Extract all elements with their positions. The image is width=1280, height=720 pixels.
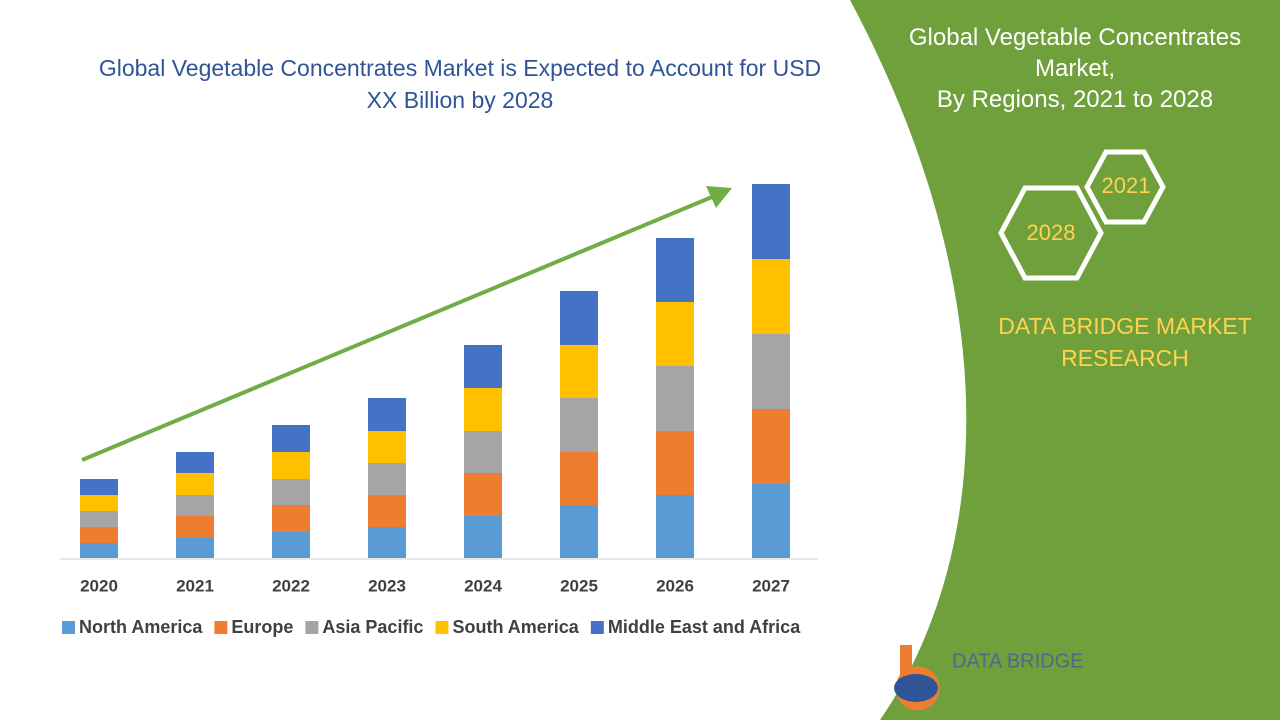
bar-segment — [176, 516, 214, 538]
bar-segment — [272, 452, 310, 479]
bar-segment — [656, 431, 694, 495]
x-tick-label: 2022 — [272, 576, 310, 595]
bar-segment — [752, 334, 790, 409]
bar-segment — [752, 259, 790, 334]
x-tick-label: 2024 — [464, 576, 502, 595]
bar-segment — [80, 479, 118, 495]
chart-title: Global Vegetable Concentrates Market is … — [98, 55, 822, 113]
bar-segment — [80, 527, 118, 543]
bar-segment — [464, 388, 502, 431]
logo-mark — [894, 674, 938, 702]
bar-segment — [272, 505, 310, 532]
legend-label: North America — [79, 617, 203, 637]
bar-segment — [80, 495, 118, 511]
bar-segment — [656, 302, 694, 366]
bar-segment — [560, 291, 598, 345]
bar-segment — [656, 495, 694, 558]
bar-segment — [176, 452, 214, 473]
legend-label: Middle East and Africa — [608, 617, 801, 637]
panel-title-line: By Regions, 2021 to 2028 — [936, 86, 1214, 113]
legend-label: South America — [452, 617, 579, 637]
bar-segment — [368, 431, 406, 463]
panel-title-line: Global Vegetable Concentrates Market, — [908, 24, 1242, 82]
legend-swatch — [305, 621, 319, 634]
bar-segment — [560, 398, 598, 452]
hexagon — [998, 185, 1104, 281]
bar-segment — [368, 463, 406, 495]
bar-segment — [368, 398, 406, 431]
bar-segment — [464, 345, 502, 388]
legend-swatch — [214, 621, 228, 634]
bar-segment — [176, 538, 214, 558]
legend-label: Europe — [231, 617, 293, 637]
x-tick-label: 2027 — [752, 576, 790, 595]
x-tick-label: 2023 — [368, 576, 406, 595]
brand: DATA BRIDGE MARKET RESEARCH — [998, 313, 1252, 371]
bar-segment — [752, 409, 790, 484]
bar-segment — [560, 345, 598, 398]
x-tick-label: 2021 — [176, 576, 214, 595]
x-tick-label: 2025 — [560, 576, 598, 595]
logo-text: DATA BRIDGE — [952, 650, 1084, 672]
bar-segment — [80, 543, 118, 558]
bar-segment — [464, 516, 502, 558]
bar-segment — [752, 184, 790, 259]
bar-segment — [656, 238, 694, 302]
bar-segment — [80, 511, 118, 527]
legend-swatch — [435, 621, 449, 634]
bar-segment — [176, 495, 214, 516]
hexagon-label: 2028 — [1027, 220, 1076, 245]
bar-segment — [272, 425, 310, 452]
legend-swatch — [62, 621, 75, 634]
side-panel — [850, 0, 1280, 720]
arrow-head — [706, 186, 732, 208]
bar-segment — [560, 505, 598, 558]
legend-swatch — [590, 621, 604, 634]
bar-segment — [176, 473, 214, 495]
hexagon — [1084, 149, 1166, 225]
x-tick-label: 2026 — [656, 576, 694, 595]
bar-segment — [656, 366, 694, 431]
hexagon-label: 2021 — [1102, 173, 1151, 198]
bar-segment — [272, 532, 310, 558]
bar-segment — [464, 431, 502, 473]
bar-segment — [272, 479, 310, 505]
trend-arrow — [81, 195, 713, 462]
bar-segment — [368, 527, 406, 558]
panel-title: Global Vegetable Concentrates Market, By… — [890, 22, 1260, 115]
legend-label: Asia Pacific — [322, 617, 423, 637]
bar-segment — [368, 495, 406, 527]
x-tick-label: 2020 — [80, 576, 118, 595]
bar-segment — [560, 452, 598, 505]
bar-segment — [752, 484, 790, 558]
bar-segment — [464, 473, 502, 516]
